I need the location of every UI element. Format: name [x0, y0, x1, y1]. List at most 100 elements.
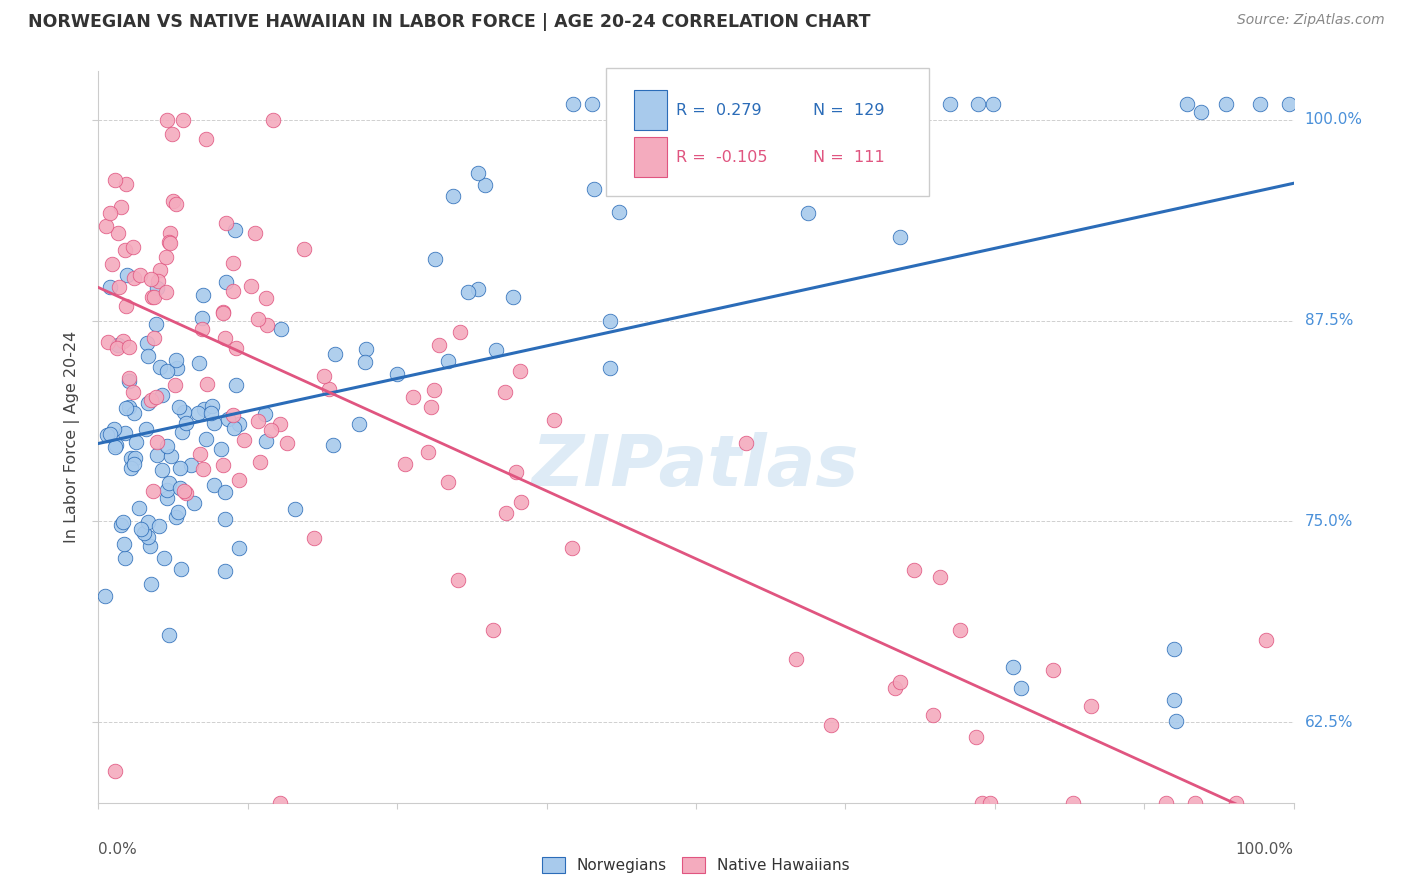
Point — [1163, 642, 1185, 657]
Point — [96, 219, 118, 233]
Point — [1225, 796, 1247, 810]
Point — [509, 364, 531, 378]
Text: 0.0%: 0.0% — [98, 842, 138, 856]
Point — [269, 796, 291, 810]
Text: NORWEGIAN VS NATIVE HAWAIIAN IN LABOR FORCE | AGE 20-24 CORRELATION CHART: NORWEGIAN VS NATIVE HAWAIIAN IN LABOR FO… — [28, 13, 870, 31]
Point — [118, 374, 141, 388]
Point — [200, 406, 222, 420]
Point — [474, 178, 496, 193]
Point — [136, 336, 159, 351]
Point — [169, 460, 191, 475]
Point — [148, 274, 170, 288]
Point — [835, 96, 858, 111]
Point — [160, 449, 183, 463]
Point — [108, 280, 131, 294]
Point — [354, 342, 377, 356]
Point — [222, 256, 245, 270]
Point — [148, 518, 170, 533]
Point — [156, 112, 179, 127]
Point — [114, 551, 136, 566]
Text: 100.0%: 100.0% — [1305, 112, 1362, 127]
Point — [146, 281, 169, 295]
Point — [965, 730, 987, 744]
Point — [166, 360, 188, 375]
Point — [141, 577, 163, 591]
Point — [209, 442, 232, 456]
Legend: Norwegians, Native Hawaiians: Norwegians, Native Hawaiians — [536, 851, 856, 880]
Point — [1184, 796, 1206, 810]
Point — [159, 235, 181, 250]
Point — [166, 197, 188, 211]
Point — [98, 279, 121, 293]
Point — [98, 426, 121, 441]
Point — [437, 354, 460, 368]
Point — [202, 478, 225, 492]
Point — [437, 475, 460, 489]
Point — [347, 417, 370, 432]
Point — [115, 177, 138, 191]
Point — [249, 455, 271, 469]
Point — [114, 243, 136, 257]
Point — [457, 285, 479, 299]
Point — [260, 423, 283, 437]
Point — [100, 257, 122, 271]
Point — [939, 96, 962, 111]
Point — [243, 227, 266, 241]
Point — [607, 205, 630, 219]
Point — [889, 230, 911, 244]
Point — [402, 390, 425, 404]
Point — [118, 340, 141, 354]
Point — [94, 589, 117, 603]
Point — [193, 401, 215, 416]
Point — [167, 400, 190, 414]
Point — [225, 341, 247, 355]
Point — [1156, 796, 1178, 810]
Text: 87.5%: 87.5% — [1305, 313, 1353, 328]
Point — [967, 96, 990, 111]
Point — [1001, 660, 1024, 674]
Point — [156, 439, 179, 453]
Point — [135, 422, 157, 436]
Text: 100.0%: 100.0% — [1236, 842, 1294, 856]
Point — [1062, 796, 1084, 810]
Point — [97, 335, 120, 350]
Point — [797, 206, 820, 220]
Point — [128, 268, 150, 282]
Point — [118, 401, 141, 415]
Point — [240, 279, 263, 293]
Text: ZIPatlas: ZIPatlas — [533, 432, 859, 500]
Point — [269, 417, 291, 431]
Point — [136, 530, 159, 544]
Point — [114, 426, 136, 441]
Point — [120, 461, 142, 475]
Point — [254, 291, 277, 305]
Point — [318, 382, 340, 396]
Point — [865, 96, 887, 111]
Point — [481, 624, 503, 638]
Point — [427, 338, 450, 352]
Point — [104, 764, 127, 778]
Point — [420, 400, 443, 414]
Point — [145, 390, 167, 404]
Point — [785, 652, 807, 666]
Point — [232, 434, 254, 448]
Point — [146, 435, 169, 450]
Point — [156, 491, 179, 506]
Point — [195, 377, 218, 392]
Point — [224, 223, 246, 237]
Point — [416, 445, 439, 459]
Point — [394, 458, 416, 472]
Point — [105, 341, 128, 355]
Point — [110, 517, 132, 532]
Point — [353, 355, 375, 369]
Point — [104, 440, 127, 454]
Point — [734, 436, 756, 450]
Point — [270, 322, 292, 336]
Point — [165, 353, 187, 368]
Point — [214, 485, 236, 500]
Point — [115, 299, 138, 313]
Point — [1166, 714, 1188, 728]
Point — [183, 496, 205, 510]
Point — [139, 393, 162, 408]
FancyBboxPatch shape — [606, 68, 929, 195]
